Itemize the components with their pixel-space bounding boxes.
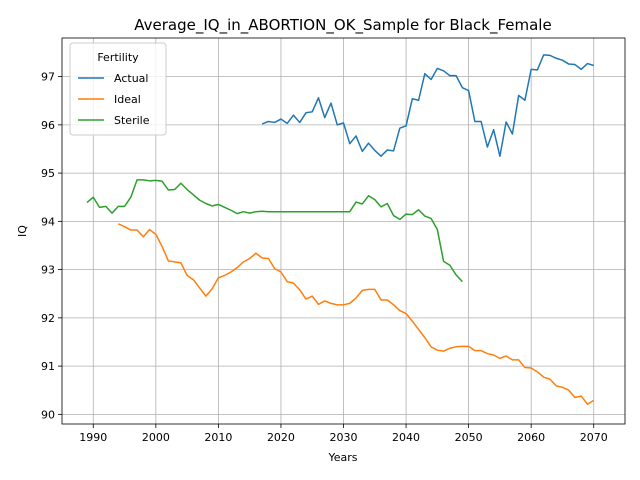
x-tick-label: 2070 <box>580 431 608 444</box>
series-line-sterile <box>86 179 463 283</box>
y-tick-label: 93 <box>41 264 55 277</box>
axis-ticks: 1990 2000 2010 2020 2030 2040 2050 2060 2070 90 91… <box>41 71 608 444</box>
legend: Fertility Actual Ideal Sterile <box>69 42 167 136</box>
x-tick-label: 2060 <box>517 431 545 444</box>
legend-entry-ideal: Ideal <box>114 93 141 106</box>
y-axis-label: IQ <box>16 225 29 237</box>
x-tick-label: 2010 <box>204 431 232 444</box>
y-tick-label: 90 <box>41 408 55 421</box>
x-tick-label: 2030 <box>330 431 358 444</box>
x-tick-label: 2050 <box>455 431 483 444</box>
y-tick-label: 96 <box>41 119 55 132</box>
y-tick-label: 92 <box>41 312 55 325</box>
series-line-actual <box>261 54 594 157</box>
series-lines <box>86 54 595 405</box>
legend-box <box>69 42 167 136</box>
grid <box>62 38 625 424</box>
y-tick-label: 97 <box>41 71 55 84</box>
legend-title: Fertility <box>97 51 139 64</box>
legend-entry-actual: Actual <box>114 72 148 85</box>
legend-entry-sterile: Sterile <box>114 114 150 127</box>
y-tick-label: 91 <box>41 360 55 373</box>
y-tick-label: 95 <box>41 167 55 180</box>
x-tick-label: 1990 <box>79 431 107 444</box>
chart-title: Average_IQ_in_ABORTION_OK_Sample for Bla… <box>134 16 551 35</box>
x-tick-label: 2020 <box>267 431 295 444</box>
x-tick-label: 2040 <box>392 431 420 444</box>
y-tick-label: 94 <box>41 215 55 228</box>
series-line-ideal <box>117 223 595 405</box>
x-tick-label: 2000 <box>142 431 170 444</box>
x-axis-label: Years <box>327 451 357 464</box>
